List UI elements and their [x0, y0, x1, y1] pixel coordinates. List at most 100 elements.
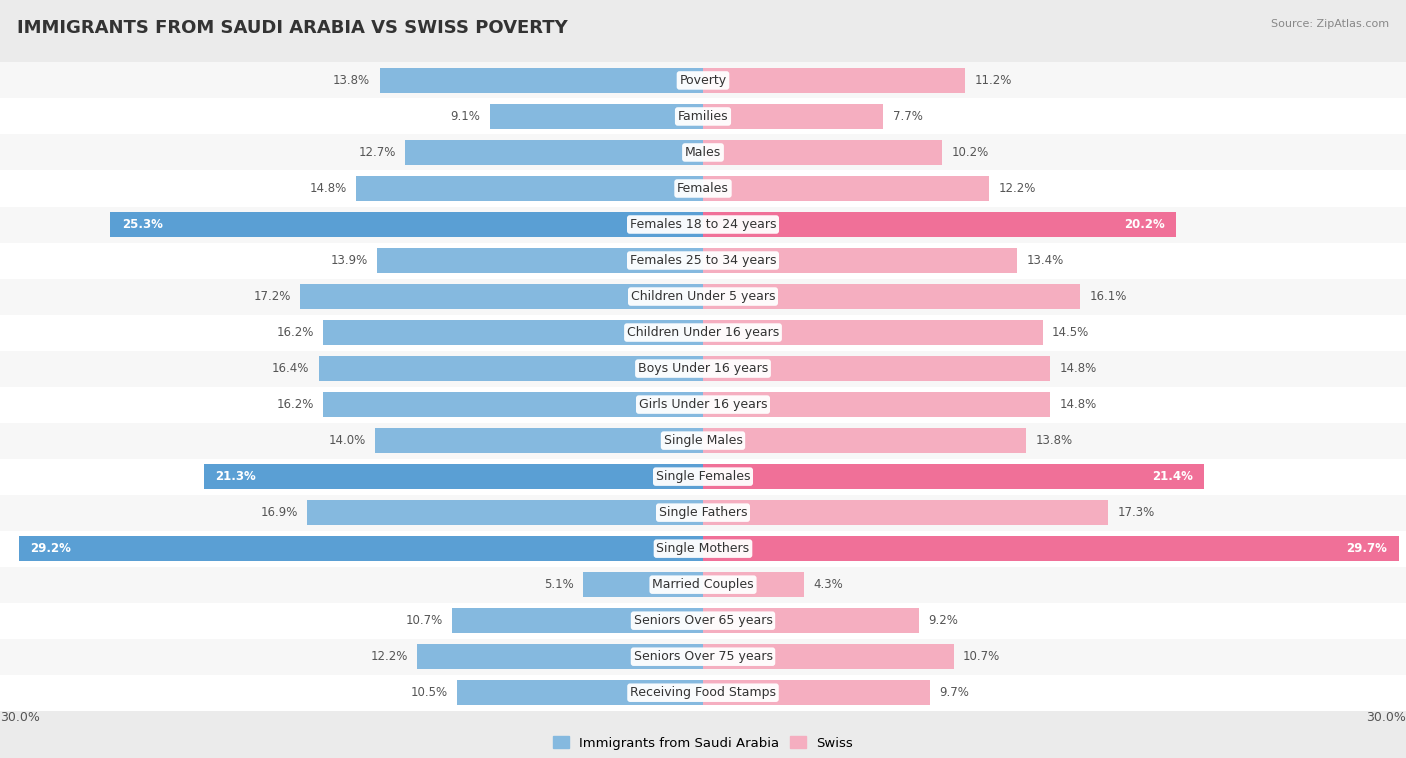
- Text: 25.3%: 25.3%: [122, 218, 163, 231]
- Text: 21.4%: 21.4%: [1152, 470, 1192, 483]
- Text: 13.9%: 13.9%: [330, 254, 368, 267]
- Text: Single Fathers: Single Fathers: [659, 506, 747, 519]
- Bar: [299, 284, 703, 309]
- Text: 30.0%: 30.0%: [1367, 712, 1406, 725]
- Bar: [418, 644, 703, 669]
- Bar: [703, 176, 988, 201]
- Text: Children Under 5 years: Children Under 5 years: [631, 290, 775, 303]
- Text: 10.7%: 10.7%: [963, 650, 1000, 663]
- Bar: [0, 99, 1406, 134]
- Bar: [0, 531, 1406, 567]
- Text: Females 25 to 34 years: Females 25 to 34 years: [630, 254, 776, 267]
- Text: 13.4%: 13.4%: [1026, 254, 1063, 267]
- Text: 9.2%: 9.2%: [928, 614, 957, 627]
- Text: Married Couples: Married Couples: [652, 578, 754, 591]
- Bar: [405, 140, 703, 165]
- Bar: [703, 320, 1043, 345]
- Text: 14.8%: 14.8%: [1059, 362, 1097, 375]
- Bar: [703, 104, 883, 129]
- Text: 12.7%: 12.7%: [359, 146, 396, 159]
- Text: 13.8%: 13.8%: [1036, 434, 1073, 447]
- Text: 14.5%: 14.5%: [1052, 326, 1090, 339]
- Bar: [489, 104, 703, 129]
- Bar: [204, 464, 703, 489]
- Bar: [319, 356, 703, 381]
- Text: 11.2%: 11.2%: [974, 74, 1012, 87]
- Bar: [0, 243, 1406, 278]
- Text: 16.2%: 16.2%: [277, 326, 314, 339]
- Bar: [0, 62, 1406, 99]
- Bar: [0, 567, 1406, 603]
- Text: Girls Under 16 years: Girls Under 16 years: [638, 398, 768, 411]
- Text: 16.1%: 16.1%: [1090, 290, 1128, 303]
- Text: Seniors Over 75 years: Seniors Over 75 years: [634, 650, 772, 663]
- Bar: [375, 428, 703, 453]
- Text: Seniors Over 65 years: Seniors Over 65 years: [634, 614, 772, 627]
- Bar: [457, 680, 703, 705]
- Text: 17.3%: 17.3%: [1118, 506, 1154, 519]
- Text: 14.0%: 14.0%: [329, 434, 366, 447]
- Text: 12.2%: 12.2%: [998, 182, 1036, 195]
- Text: Females 18 to 24 years: Females 18 to 24 years: [630, 218, 776, 231]
- Bar: [0, 350, 1406, 387]
- Text: 14.8%: 14.8%: [309, 182, 347, 195]
- Text: 21.3%: 21.3%: [215, 470, 256, 483]
- Text: 9.7%: 9.7%: [939, 686, 970, 699]
- Bar: [703, 464, 1205, 489]
- Bar: [307, 500, 703, 525]
- Bar: [110, 212, 703, 237]
- Bar: [583, 572, 703, 597]
- Bar: [18, 536, 703, 561]
- Text: 16.2%: 16.2%: [277, 398, 314, 411]
- Text: 16.9%: 16.9%: [260, 506, 298, 519]
- Text: 10.2%: 10.2%: [952, 146, 988, 159]
- Text: 10.5%: 10.5%: [411, 686, 447, 699]
- Bar: [703, 212, 1177, 237]
- Text: 5.1%: 5.1%: [544, 578, 574, 591]
- Text: Families: Families: [678, 110, 728, 123]
- Bar: [0, 603, 1406, 639]
- Text: 10.7%: 10.7%: [406, 614, 443, 627]
- Bar: [0, 315, 1406, 350]
- Bar: [703, 608, 918, 633]
- Text: Males: Males: [685, 146, 721, 159]
- Text: 4.3%: 4.3%: [813, 578, 842, 591]
- Text: 9.1%: 9.1%: [450, 110, 481, 123]
- Text: Children Under 16 years: Children Under 16 years: [627, 326, 779, 339]
- Bar: [0, 134, 1406, 171]
- Bar: [356, 176, 703, 201]
- Text: Females: Females: [678, 182, 728, 195]
- Bar: [703, 356, 1050, 381]
- Bar: [703, 68, 966, 93]
- Text: 30.0%: 30.0%: [0, 712, 39, 725]
- Bar: [453, 608, 703, 633]
- Bar: [703, 392, 1050, 417]
- Bar: [0, 423, 1406, 459]
- Text: 13.8%: 13.8%: [333, 74, 370, 87]
- Text: 29.7%: 29.7%: [1347, 542, 1388, 555]
- Bar: [0, 206, 1406, 243]
- Bar: [0, 639, 1406, 675]
- Text: Single Females: Single Females: [655, 470, 751, 483]
- Text: 29.2%: 29.2%: [31, 542, 72, 555]
- Text: Source: ZipAtlas.com: Source: ZipAtlas.com: [1271, 19, 1389, 29]
- Bar: [0, 675, 1406, 711]
- Text: Poverty: Poverty: [679, 74, 727, 87]
- Bar: [703, 572, 804, 597]
- Bar: [703, 248, 1017, 273]
- Text: Single Mothers: Single Mothers: [657, 542, 749, 555]
- Bar: [380, 68, 703, 93]
- Legend: Immigrants from Saudi Arabia, Swiss: Immigrants from Saudi Arabia, Swiss: [547, 731, 859, 755]
- Text: 16.4%: 16.4%: [271, 362, 309, 375]
- Text: 20.2%: 20.2%: [1123, 218, 1164, 231]
- Text: 7.7%: 7.7%: [893, 110, 922, 123]
- Bar: [0, 387, 1406, 423]
- Bar: [0, 459, 1406, 495]
- Text: IMMIGRANTS FROM SAUDI ARABIA VS SWISS POVERTY: IMMIGRANTS FROM SAUDI ARABIA VS SWISS PO…: [17, 19, 568, 37]
- Text: Single Males: Single Males: [664, 434, 742, 447]
- Bar: [377, 248, 703, 273]
- Text: 12.2%: 12.2%: [370, 650, 408, 663]
- Bar: [703, 680, 931, 705]
- Text: 17.2%: 17.2%: [253, 290, 291, 303]
- Bar: [703, 536, 1399, 561]
